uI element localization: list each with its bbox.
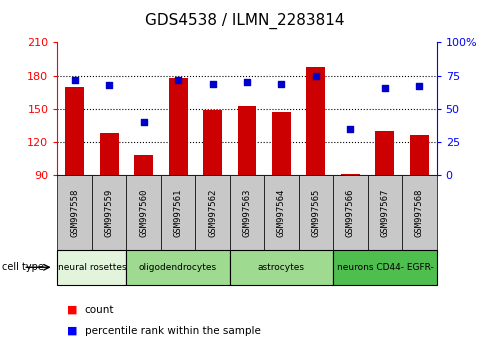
Bar [126,175,161,250]
Bar [230,175,264,250]
Text: GDS4538 / ILMN_2283814: GDS4538 / ILMN_2283814 [145,12,344,29]
Bar [126,250,230,285]
Point [174,77,182,82]
Bar [57,175,92,250]
Text: GSM997566: GSM997566 [346,188,355,236]
Text: ■: ■ [67,305,78,315]
Bar [195,175,230,250]
Point [243,80,251,85]
Bar [238,105,256,175]
Point [209,81,217,86]
Bar [169,78,188,175]
Text: neurons CD44- EGFR-: neurons CD44- EGFR- [336,263,433,272]
Text: GSM997568: GSM997568 [415,188,424,236]
Bar [375,131,394,175]
Point [381,85,389,91]
Bar [65,87,84,175]
Bar [272,112,291,175]
Bar [100,133,119,175]
Bar [333,250,437,285]
Point [346,126,354,132]
Point [312,73,320,79]
Bar [306,67,325,175]
Bar [161,175,195,250]
Bar [299,175,333,250]
Text: neural rosettes: neural rosettes [57,263,126,272]
Text: percentile rank within the sample: percentile rank within the sample [85,326,260,336]
Text: GSM997565: GSM997565 [311,188,320,236]
Bar [402,175,437,250]
Text: astrocytes: astrocytes [258,263,305,272]
Text: GSM997567: GSM997567 [380,188,389,236]
Text: GSM997563: GSM997563 [243,188,251,236]
Bar [57,250,126,285]
Bar [333,175,368,250]
Text: GSM997560: GSM997560 [139,188,148,236]
Text: GSM997562: GSM997562 [208,188,217,236]
Point [105,82,113,88]
Text: GSM997559: GSM997559 [105,188,114,236]
Text: cell type: cell type [2,262,44,272]
Bar [134,155,153,175]
Bar [203,110,222,175]
Text: ■: ■ [67,326,78,336]
Point [277,81,285,86]
Text: GSM997558: GSM997558 [70,188,79,236]
Text: oligodendrocytes: oligodendrocytes [139,263,217,272]
Text: count: count [85,305,114,315]
Point [415,84,423,89]
Bar [368,175,402,250]
Text: GSM997561: GSM997561 [174,188,183,236]
Bar [92,175,126,250]
Bar [264,175,299,250]
Bar [341,174,360,175]
Text: GSM997564: GSM997564 [277,188,286,236]
Point [71,77,79,82]
Bar [410,135,429,175]
Point [140,119,148,125]
Bar [230,250,333,285]
